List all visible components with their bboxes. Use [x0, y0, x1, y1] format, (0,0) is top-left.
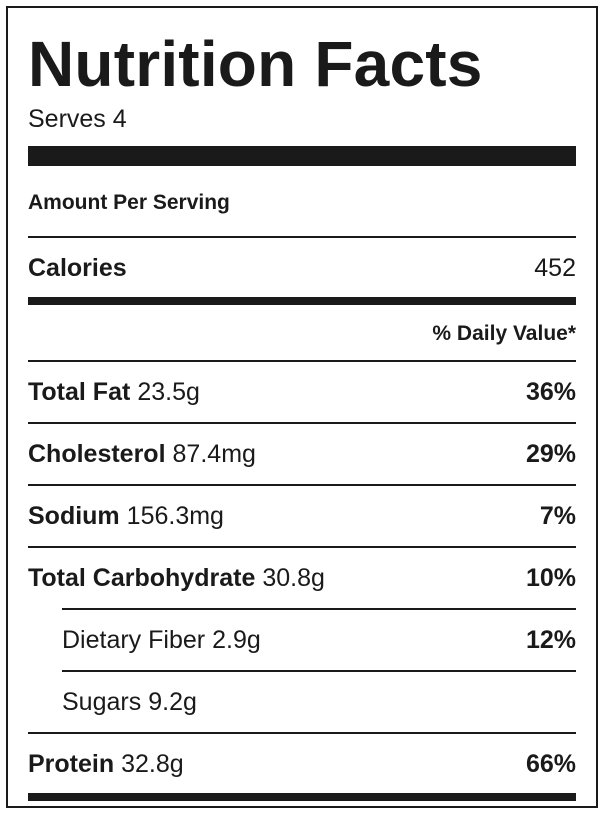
- nutrient-amount: 2.9g: [212, 625, 261, 654]
- nutrient-daily-value: 7%: [539, 501, 576, 530]
- nutrient-row-protein: Protein 32.8g 66%: [28, 748, 576, 780]
- nutrient-amount: 30.8g: [262, 563, 325, 592]
- thick-divider-middle: [28, 297, 576, 305]
- divider-line: [28, 732, 576, 734]
- sub-divider-line: [62, 670, 576, 672]
- nutrient-row-sugars: Sugars 9.2g: [62, 686, 576, 718]
- nutrient-daily-value: 66%: [525, 749, 576, 778]
- label-content: Nutrition Facts Serves 4 Amount Per Serv…: [28, 8, 576, 806]
- nutrient-daily-value: 36%: [525, 377, 576, 406]
- nutrient-name: Total Carbohydrate: [28, 563, 256, 592]
- nutrient-row-dietary-fiber: Dietary Fiber 2.9g 12%: [62, 624, 576, 656]
- nutrient-amount: 23.5g: [137, 377, 200, 406]
- nutrition-facts-label: Nutrition Facts Serves 4 Amount Per Serv…: [6, 6, 598, 808]
- divider-line: [28, 484, 576, 486]
- nutrient-amount: 87.4mg: [172, 439, 256, 468]
- calories-value: 452: [534, 253, 576, 282]
- nutrient-name: Dietary Fiber: [62, 625, 206, 654]
- nutrient-amount: 156.3mg: [126, 501, 224, 530]
- nutrient-row-cholesterol: Cholesterol 87.4mg 29%: [28, 438, 576, 470]
- nutrient-name: Total Fat: [28, 377, 131, 406]
- thick-divider-top: [28, 146, 576, 166]
- divider-line: [28, 546, 576, 548]
- nutrient-row-total-fat: Total Fat 23.5g 36%: [28, 376, 576, 408]
- label-title: Nutrition Facts: [28, 28, 483, 100]
- thick-divider-bottom: [28, 793, 576, 801]
- daily-value-header: % Daily Value*: [432, 322, 576, 345]
- nutrient-daily-value: 29%: [525, 439, 576, 468]
- divider-line: [28, 360, 576, 362]
- nutrient-amount: 32.8g: [121, 749, 184, 778]
- divider-line: [28, 422, 576, 424]
- nutrient-daily-value: 12%: [525, 625, 576, 654]
- divider-line: [28, 236, 576, 238]
- nutrient-name: Sugars: [62, 687, 142, 716]
- calories-label: Calories: [28, 253, 127, 282]
- nutrient-daily-value: 10%: [525, 563, 576, 592]
- nutrient-name: Protein: [28, 749, 115, 778]
- sub-divider-line: [62, 608, 576, 610]
- nutrient-row-total-carbohydrate: Total Carbohydrate 30.8g 10%: [28, 562, 576, 594]
- nutrient-name: Cholesterol: [28, 439, 166, 468]
- servings-text: Serves 4: [28, 105, 127, 133]
- nutrient-amount: 9.2g: [148, 687, 197, 716]
- nutrient-row-sodium: Sodium 156.3mg 7%: [28, 500, 576, 532]
- nutrient-name: Sodium: [28, 501, 120, 530]
- amount-per-serving-heading: Amount Per Serving: [28, 191, 230, 214]
- calories-row: Calories 452: [28, 252, 576, 284]
